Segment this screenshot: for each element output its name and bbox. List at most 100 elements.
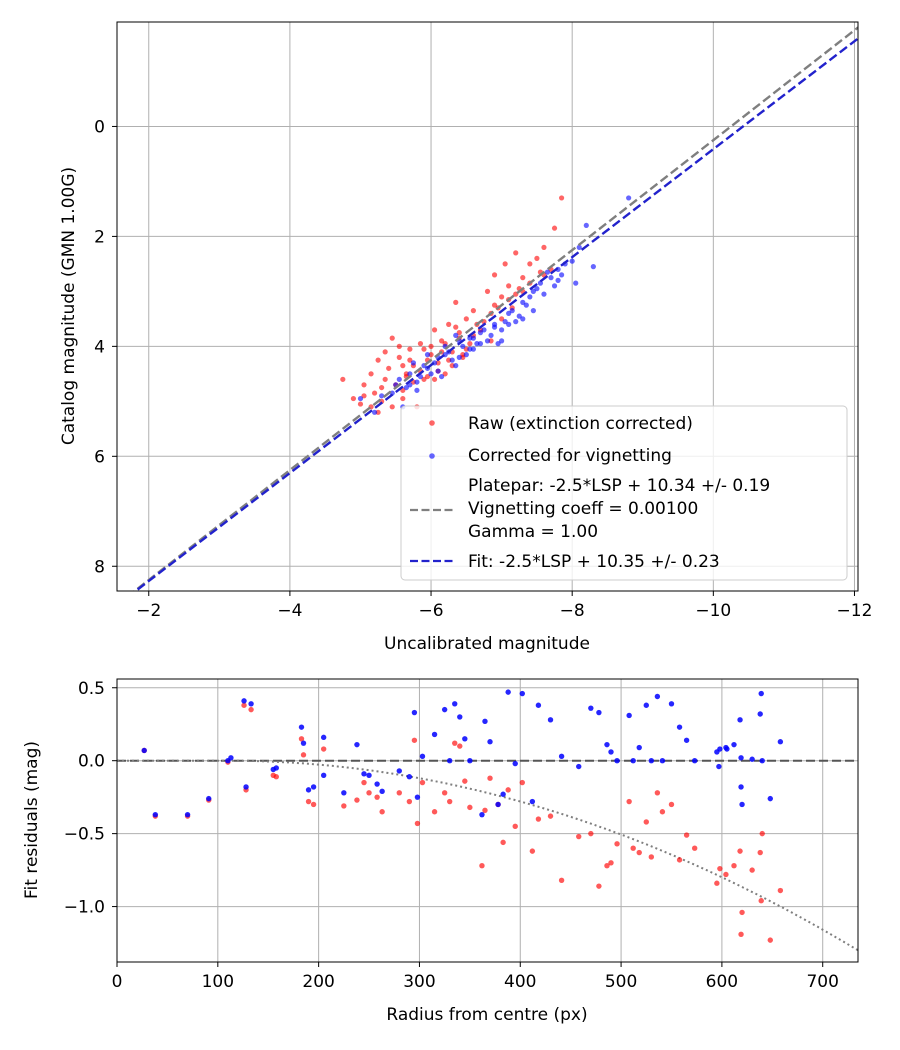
raw-point (470, 308, 476, 314)
corrected-residual-point (320, 734, 327, 741)
bottom-plot-area (117, 689, 858, 952)
corrected-residual-point (535, 702, 542, 708)
corrected-point (520, 316, 526, 322)
raw-residual-point (374, 794, 380, 800)
corrected-residual-point (604, 741, 610, 748)
raw-point (484, 288, 491, 294)
corrected-residual-point (446, 757, 453, 764)
corrected-residual-point (414, 794, 421, 800)
raw-point (340, 376, 346, 382)
corrected-residual-point (243, 784, 249, 790)
corrected-point (544, 269, 551, 275)
corrected-residual-point (739, 801, 745, 808)
corrected-point (626, 195, 632, 201)
vignetting-model-curve (117, 759, 858, 952)
raw-residual-point (446, 798, 453, 805)
legend-platepar-label: Platepar: -2.5*LSP + 10.34 +/- 0.19 (468, 476, 770, 496)
corrected-point (477, 330, 484, 336)
raw-point (534, 255, 540, 261)
raw-residual-point (604, 863, 610, 869)
corrected-point (499, 327, 505, 333)
corrected-point (407, 371, 413, 377)
raw-residual-point (643, 819, 649, 825)
raw-residual-point (310, 801, 317, 808)
corrected-point (477, 341, 484, 347)
raw-point (506, 283, 512, 289)
raw-residual-point (431, 809, 438, 815)
corrected-residual-point (676, 724, 683, 730)
raw-point (361, 393, 367, 399)
raw-residual-point (441, 790, 448, 796)
raw-point (551, 225, 558, 231)
bottom-y-tick-label: −0.5 (64, 825, 105, 845)
corrected-residual-point (248, 701, 254, 707)
corrected-residual-point (749, 756, 755, 762)
bottom-x-tick-label: 300 (403, 972, 435, 992)
corrected-residual-point (354, 741, 360, 748)
corrected-residual-point (519, 690, 525, 697)
raw-residual-point (654, 790, 661, 796)
raw-residual-point (596, 883, 602, 889)
raw-residual-point (300, 752, 307, 758)
bottom-x-tick-label: 0 (112, 972, 123, 992)
corrected-residual-point (738, 755, 744, 761)
raw-point (453, 299, 459, 305)
raw-residual-point (668, 801, 675, 808)
bottom-x-axis-label: Radius from centre (px) (386, 1005, 587, 1025)
raw-residual-point (361, 779, 367, 786)
corrected-residual-point (758, 690, 764, 697)
corrected-point (491, 324, 498, 330)
top-x-tick-label: −4 (277, 601, 302, 621)
raw-residual-point (366, 790, 372, 796)
raw-point (389, 404, 395, 410)
raw-point (350, 395, 357, 402)
raw-residual-point (505, 787, 511, 793)
bottom-x-tick-label: 200 (302, 972, 334, 992)
corrected-residual-point (505, 689, 511, 695)
raw-residual-point (739, 909, 745, 916)
bottom-x-tick-label: 500 (605, 972, 637, 992)
top-ticks: −2 −4 −6 −8 −10 −12 0 2 4 6 8 (94, 117, 872, 621)
bottom-x-tick-label: 100 (202, 972, 234, 992)
corrected-residual-point (366, 772, 372, 778)
corrected-residual-point (683, 737, 690, 743)
raw-point (442, 371, 448, 377)
top-x-tick-label: −12 (837, 601, 873, 621)
bottom-axes-frame (116, 678, 859, 963)
corrected-point (460, 343, 466, 349)
corrected-residual-point (431, 731, 438, 738)
corrected-residual-point (374, 781, 380, 787)
raw-residual-point (500, 839, 506, 846)
corrected-residual-point (529, 798, 536, 805)
raw-point (439, 338, 445, 344)
corrected-residual-point (643, 702, 649, 708)
legend-box (400, 405, 848, 581)
raw-residual-point (341, 803, 347, 809)
raw-residual-point (576, 833, 582, 840)
bottom-y-axis-label: Fit residuals (mag) (22, 741, 42, 899)
raw-residual-point (535, 816, 542, 822)
corrected-residual-point (457, 714, 463, 720)
legend-raw-marker (429, 420, 435, 426)
top-y-axis-label: Catalog magnitude (GMN 1.00G) (59, 167, 79, 445)
legend-gamma-label: Gamma = 1.00 (468, 522, 598, 542)
top-axes-frame (116, 21, 859, 592)
corrected-residual-point (626, 712, 632, 719)
corrected-residual-point (467, 757, 473, 764)
raw-point (424, 373, 431, 380)
corrected-residual-point (636, 744, 642, 751)
raw-residual-point (777, 887, 784, 894)
raw-point (463, 316, 469, 322)
corrected-point (509, 308, 515, 314)
raw-residual-point (457, 743, 463, 749)
raw-residual-point (626, 798, 632, 805)
raw-point (371, 390, 378, 396)
raw-residual-point (487, 775, 493, 781)
top-x-tick-label: −10 (695, 601, 731, 621)
corrected-residual-point (691, 757, 698, 764)
corrected-point (506, 321, 512, 327)
raw-residual-point (519, 779, 525, 786)
corrected-residual-point (479, 811, 485, 818)
raw-point (407, 357, 413, 363)
corrected-point (534, 286, 540, 292)
